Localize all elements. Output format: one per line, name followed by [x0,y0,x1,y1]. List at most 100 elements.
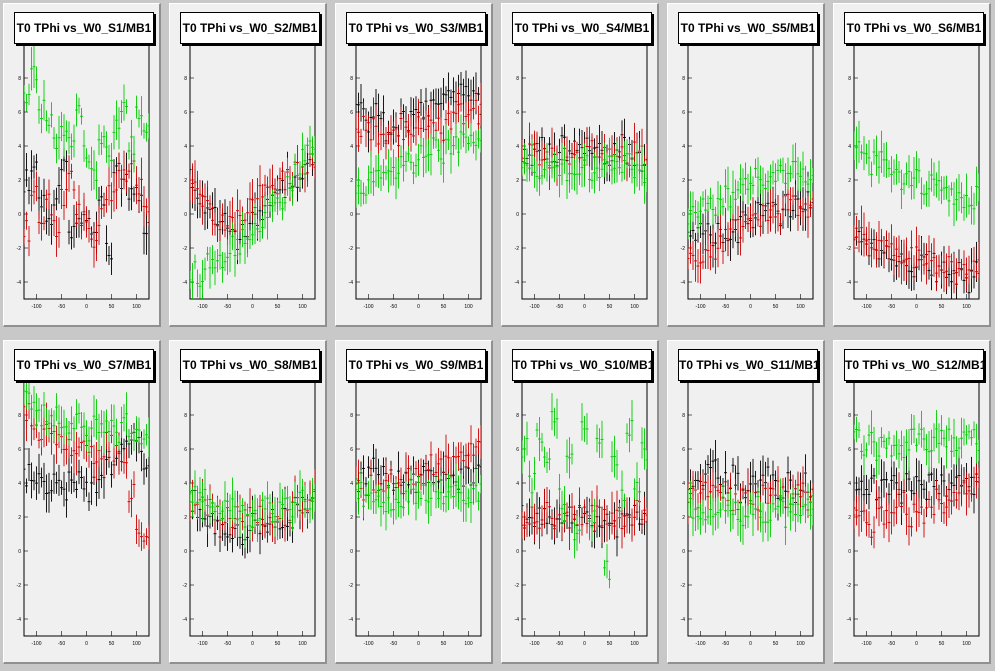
x-tick-label: -50 [722,304,729,310]
histogram-pad-6: -100 -50 0 50 100 -4 -2 0 2 4 6 8 T0 TPhi vs_W0_S6/M… [833,3,991,327]
x-tick-label: -50 [556,304,563,310]
plot-svg: -100 -50 0 50 100 -4 -2 0 2 4 6 8 [183,43,316,310]
y-tick-label: 2 [184,515,187,521]
x-tick-label: -50 [390,641,397,647]
y-tick-label: 0 [350,549,353,555]
x-tick-label: -50 [888,641,895,647]
plot-svg: -100 -50 0 50 100 -4 -2 0 2 4 6 8 [17,43,150,310]
chart-title: T0 TPhi vs_W0_S6/MB1 [844,12,984,44]
y-tick-label: 4 [184,481,187,487]
x-tick-label: 100 [298,304,307,310]
y-tick-label: 6 [18,110,21,116]
x-tick-label: 0 [749,641,752,647]
y-tick-label: -2 [183,246,188,252]
y-tick-label: 4 [350,144,353,150]
chart-title: T0 TPhi vs_W0_S8/MB1 [180,349,320,381]
y-tick-label: -4 [183,280,188,286]
data-points [522,118,647,204]
x-tick-label: -100 [31,641,41,647]
y-tick-label: 4 [848,481,851,487]
y-tick-label: 6 [184,110,187,116]
data-points [24,381,149,551]
chart-title: T0 TPhi vs_W0_S2/MB1 [180,12,320,44]
x-tick-label: -50 [58,304,65,310]
plot-svg: -100 -50 0 50 100 -4 -2 0 2 4 6 8 [183,380,316,647]
y-tick-label: -2 [349,246,354,252]
x-tick-label: 100 [630,641,639,647]
x-tick-label: 50 [773,304,779,310]
x-tick-label: 0 [251,304,254,310]
plot-svg: -100 -50 0 50 100 -4 -2 0 2 4 6 8 [681,380,814,647]
x-tick-label: -100 [695,304,705,310]
y-tick-label: -4 [17,280,22,286]
plot-svg: -100 -50 0 50 100 -4 -2 0 2 4 6 8 [681,43,814,310]
y-tick-label: 6 [848,110,851,116]
x-tick-label: -50 [888,304,895,310]
x-tick-label: 50 [441,641,447,647]
y-tick-label: 2 [682,515,685,521]
y-tick-label: 8 [350,413,353,419]
chart-title: T0 TPhi vs_W0_S9/MB1 [346,349,486,381]
y-tick-label: -4 [183,617,188,623]
y-tick-label: -4 [515,617,520,623]
data-points [854,409,979,549]
y-tick-label: 2 [682,178,685,184]
x-tick-label: 50 [773,641,779,647]
x-tick-label: -100 [197,641,207,647]
x-tick-label: 100 [132,304,141,310]
data-points [356,70,481,208]
x-tick-label: -100 [695,641,705,647]
y-tick-label: -2 [17,583,22,589]
data-points [190,125,315,299]
chart-title: T0 TPhi vs_W0_S11/MB1 [678,349,818,381]
x-tick-label: -100 [861,304,871,310]
y-tick-label: 6 [184,447,187,453]
x-tick-label: -100 [197,304,207,310]
histogram-pad-1: -100 -50 0 50 100 -4 -2 0 2 4 6 8 T0 TPhi vs_W0_S1/M… [3,3,161,327]
x-tick-label: 0 [251,641,254,647]
x-tick-label: -50 [224,641,231,647]
y-tick-label: 8 [682,413,685,419]
y-tick-label: 4 [682,144,685,150]
plot-svg: -100 -50 0 50 100 -4 -2 0 2 4 6 8 [847,43,980,310]
chart-title: T0 TPhi vs_W0_S4/MB1 [512,12,652,44]
plot-svg: -100 -50 0 50 100 -4 -2 0 2 4 6 8 [17,380,150,647]
y-tick-label: 0 [516,549,519,555]
y-tick-label: 2 [516,515,519,521]
x-tick-label: 50 [939,641,945,647]
y-tick-label: -2 [847,246,852,252]
x-tick-label: 0 [85,641,88,647]
y-tick-label: 0 [682,212,685,218]
y-tick-label: 4 [18,144,21,150]
x-tick-label: 0 [417,304,420,310]
x-tick-label: 50 [441,304,447,310]
histogram-pad-9: -100 -50 0 50 100 -4 -2 0 2 4 6 8 T0 TPhi vs_W0_S9/M… [335,340,493,664]
x-tick-label: 100 [298,641,307,647]
data-points [688,439,813,545]
y-tick-label: 0 [18,549,21,555]
x-tick-label: 50 [109,304,115,310]
x-tick-label: 50 [275,304,281,310]
x-tick-label: -50 [390,304,397,310]
histogram-pad-11: -100 -50 0 50 100 -4 -2 0 2 4 6 8 T0 TPhi vs_W0_S11/… [667,340,825,664]
y-tick-label: -4 [349,617,354,623]
x-tick-label: 50 [607,641,613,647]
x-tick-label: -100 [363,304,373,310]
chart-title: T0 TPhi vs_W0_S12/MB1 [844,349,984,381]
x-tick-label: 0 [85,304,88,310]
histogram-pad-12: -100 -50 0 50 100 -4 -2 0 2 4 6 8 T0 TPhi vs_W0_S12/… [833,340,991,664]
x-tick-label: 50 [939,304,945,310]
x-tick-label: 0 [749,304,752,310]
histogram-pad-7: -100 -50 0 50 100 -4 -2 0 2 4 6 8 T0 TPhi vs_W0_S7/M… [3,340,161,664]
y-tick-label: 8 [184,76,187,82]
plot-frame [23,380,150,637]
plot-svg: -100 -50 0 50 100 -4 -2 0 2 4 6 8 [349,380,482,647]
data-points [356,425,481,531]
plot-svg: -100 -50 0 50 100 -4 -2 0 2 4 6 8 [515,43,648,310]
y-tick-label: 0 [516,212,519,218]
y-tick-label: -4 [681,617,686,623]
y-tick-label: -2 [681,583,686,589]
x-tick-label: -100 [529,641,539,647]
x-tick-label: 100 [796,304,805,310]
